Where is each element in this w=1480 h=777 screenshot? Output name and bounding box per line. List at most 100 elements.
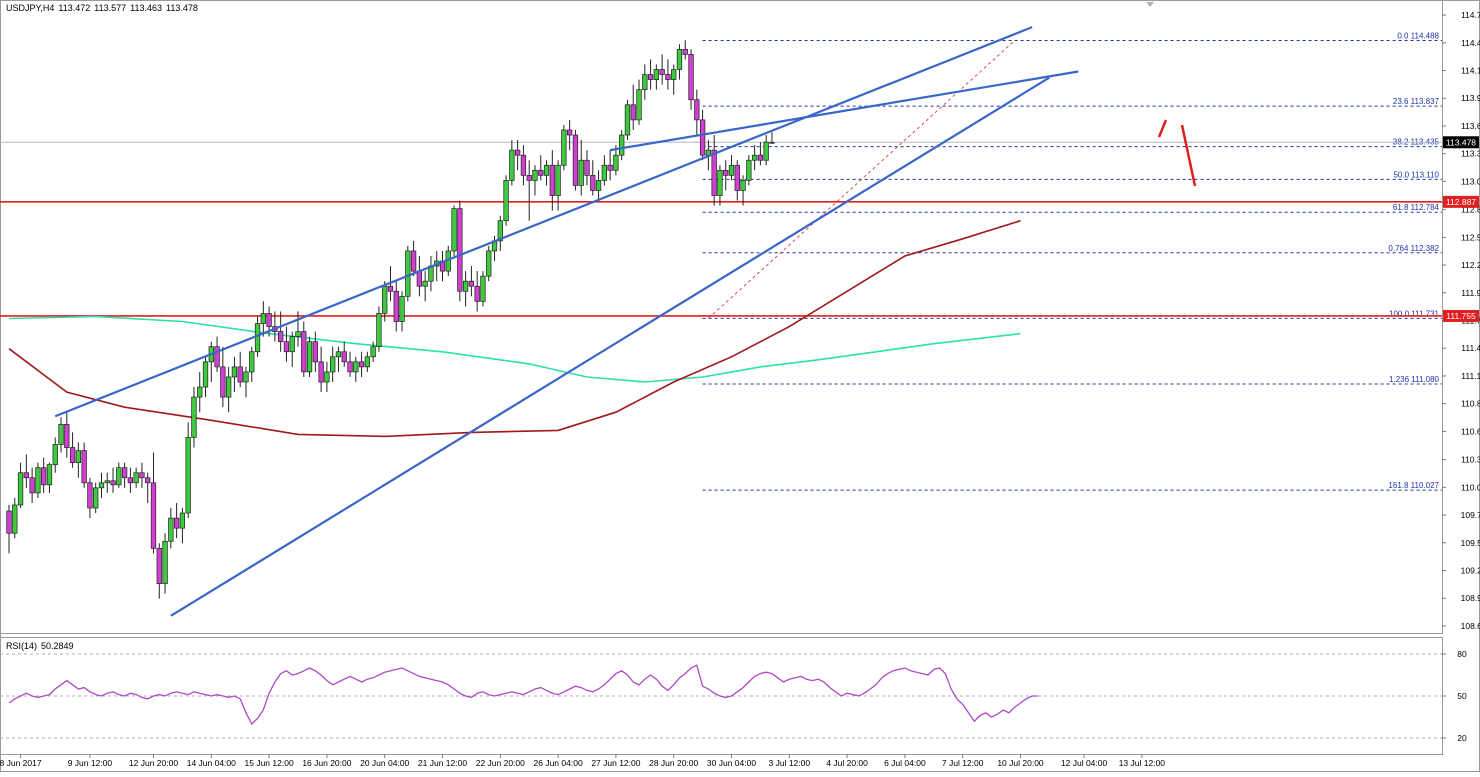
time-tick-label: 27 Jun 12:00: [591, 758, 640, 768]
candle-body: [145, 477, 151, 484]
candle-body: [659, 69, 665, 75]
time-tick-label: 12 Jun 20:00: [129, 758, 178, 768]
lower-channel-line: [170, 76, 1050, 617]
resistance-levels-group: [0, 201, 1442, 317]
candle-body: [58, 423, 64, 445]
candle-body: [225, 376, 232, 398]
price-tick-label: 110.885: [1461, 399, 1480, 409]
candle-body: [416, 270, 423, 287]
candle-body: [249, 351, 255, 373]
candle-body: [486, 250, 492, 277]
price-tick-label: 113.915: [1461, 93, 1480, 103]
candle-body: [497, 220, 503, 242]
candle-body: [295, 331, 301, 337]
resistance-price-tag: [1443, 195, 1479, 208]
candle-body: [734, 164, 740, 191]
candle-body: [243, 371, 249, 383]
price-tick-label: 113.365: [1461, 149, 1480, 159]
candle-body: [29, 477, 35, 494]
time-tick-label: 6 Jul 04:00: [884, 758, 926, 768]
candle-body: [647, 74, 654, 80]
rsi-value: 50.2849: [41, 641, 74, 651]
resistance-price-tag: [1443, 309, 1479, 322]
main-panel-border: [0, 0, 1443, 634]
candle-body: [6, 510, 12, 534]
forecast-up-arrow: [1157, 119, 1168, 138]
candle-body: [526, 174, 532, 181]
candle-body: [191, 396, 197, 438]
candle-body: [220, 366, 226, 398]
chart-shift-marker-icon[interactable]: [1146, 2, 1154, 7]
candle-body: [104, 480, 110, 484]
candle-body: [567, 129, 573, 136]
time-tick-label: 16 Jun 20:00: [302, 758, 351, 768]
candle-body: [410, 250, 417, 272]
candle-body: [665, 74, 671, 80]
candle-body: [688, 54, 694, 101]
candle-body: [156, 547, 162, 584]
current-price-tag: [1443, 136, 1479, 149]
time-tick-label: 30 Jun 04:00: [707, 758, 756, 768]
rsi-label: RSI(14): [6, 641, 38, 651]
candle-body: [555, 164, 561, 196]
candle-body: [347, 361, 353, 373]
candle-body: [283, 341, 290, 353]
price-tick-label: 112.810: [1461, 205, 1480, 215]
price-tick-label: 111.160: [1461, 371, 1480, 381]
candle-body: [110, 480, 116, 486]
time-tick-label: 12 Jul 04:00: [1061, 758, 1108, 768]
price-tick-label: 112.260: [1461, 260, 1480, 270]
candle-body: [260, 313, 266, 324]
slow-moving-average-line: [8, 315, 1021, 383]
candle-body: [376, 313, 382, 348]
fib-level-label: 161.8 110.027: [1388, 481, 1439, 490]
symbol-header: USDJPY,H4 113.472 113.577 113.463 113.478: [6, 3, 202, 13]
candle-body: [751, 154, 758, 161]
price-tick-label: 112.535: [1461, 232, 1480, 242]
candle-body: [711, 149, 717, 196]
candle-body: [69, 447, 76, 463]
candle-body: [353, 361, 359, 373]
time-axis: 8 Jun 2017 9 Jun 12:00 12 Jun 20:00 14 Jun …: [0, 754, 1165, 768]
candle-body: [46, 464, 53, 486]
candle-body: [162, 540, 168, 584]
candle-body: [728, 164, 735, 176]
fib-level-label: 1.236 111.080: [1389, 375, 1440, 384]
candle-body: [98, 482, 105, 489]
price-tick-label: 110.055: [1461, 482, 1480, 492]
candle-body: [214, 346, 220, 368]
candle-body: [584, 159, 590, 176]
time-tick-label: 13 Jul 12:00: [1119, 758, 1166, 768]
candle-body: [532, 169, 538, 181]
price-tick-label: 109.230: [1461, 566, 1480, 576]
time-tick-label: 8 Jun 2017: [0, 758, 42, 768]
price-tick-label: 110.610: [1461, 426, 1480, 436]
rsi-tick-label: 80: [1457, 649, 1467, 659]
candle-body: [301, 331, 307, 373]
candle-body: [763, 141, 769, 161]
candle-body: [312, 341, 318, 363]
candle-body: [630, 104, 636, 121]
candle-body: [561, 129, 567, 166]
candle-body: [387, 285, 394, 292]
price-tick-label: 111.435: [1461, 343, 1480, 353]
candle-body: [601, 164, 607, 181]
candle-body: [173, 517, 180, 529]
candle-body: [150, 482, 157, 549]
candle-body: [457, 208, 463, 292]
rsi-tick-label: 50: [1457, 691, 1467, 701]
candle-body: [266, 313, 272, 327]
candle-body: [41, 467, 47, 486]
candle-body: [370, 346, 376, 358]
price-tick-label: 110.330: [1461, 455, 1480, 465]
candle-body: [341, 351, 347, 363]
candle-body: [93, 487, 99, 509]
candle-body: [468, 280, 475, 287]
candle-body: [474, 285, 480, 302]
current-price-tag-label: 113.478: [1446, 137, 1476, 147]
price-tick-label: 108.955: [1461, 593, 1480, 603]
candle-body: [197, 386, 203, 398]
candle-body: [358, 361, 365, 368]
